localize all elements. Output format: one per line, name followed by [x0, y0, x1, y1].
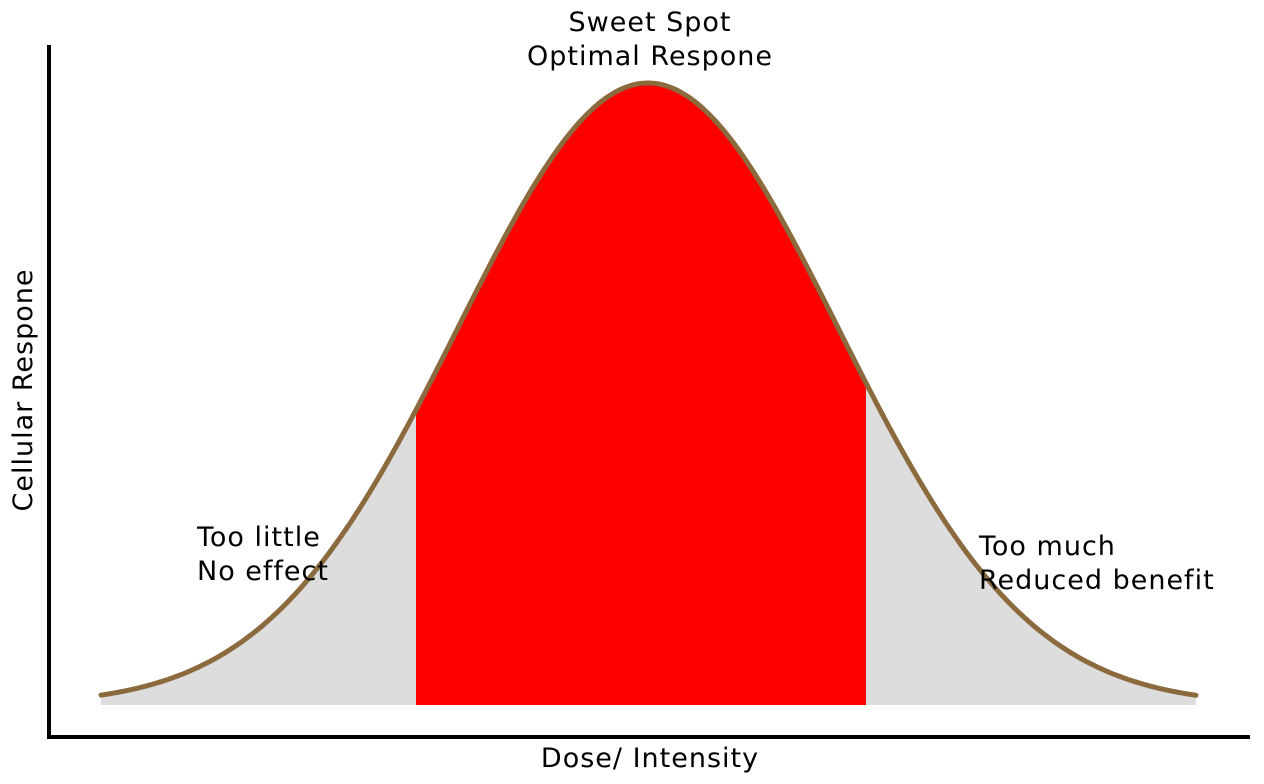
too-little-label: Too little No effect — [197, 521, 329, 589]
sweet-spot-label: Sweet Spot Optimal Respone — [450, 6, 850, 74]
too-little-region — [101, 409, 416, 705]
too-little-subtitle: No effect — [197, 556, 329, 587]
too-much-region — [866, 382, 1196, 705]
y-axis-label: Cellular Respone — [8, 268, 39, 512]
sweet-spot-title: Sweet Spot — [568, 7, 732, 38]
too-little-title: Too little — [197, 522, 321, 553]
too-much-subtitle: Reduced benefit — [979, 565, 1215, 596]
x-axis-label: Dose/ Intensity — [540, 743, 760, 774]
sweet-spot-subtitle: Optimal Respone — [526, 41, 774, 72]
too-much-title: Too much — [979, 531, 1116, 562]
sweet-spot-region — [416, 83, 866, 705]
response-curve — [98, 80, 1199, 698]
too-much-label: Too much Reduced benefit — [979, 530, 1215, 598]
